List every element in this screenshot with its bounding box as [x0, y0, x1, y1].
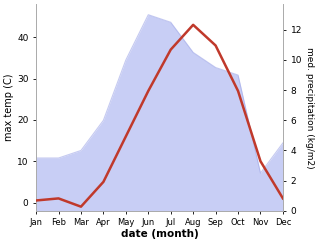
Y-axis label: med. precipitation (kg/m2): med. precipitation (kg/m2)	[305, 47, 314, 168]
Y-axis label: max temp (C): max temp (C)	[4, 74, 14, 141]
X-axis label: date (month): date (month)	[121, 229, 198, 239]
